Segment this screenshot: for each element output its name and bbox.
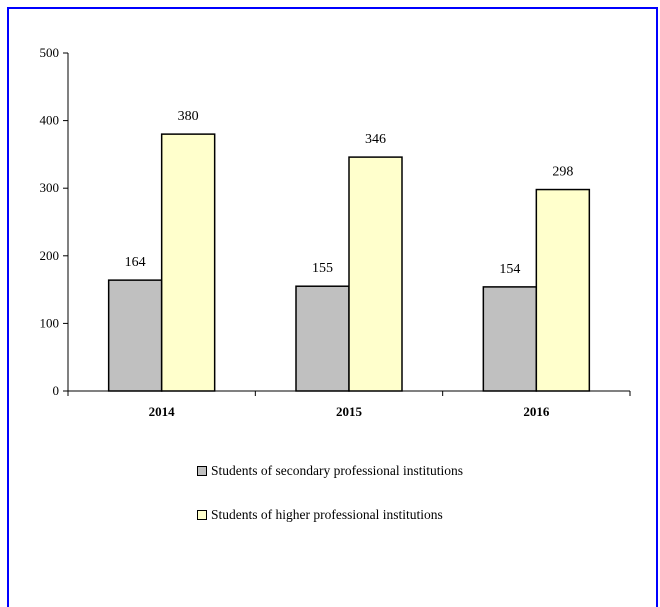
bar: [348, 156, 403, 392]
y-tick-label: 0: [53, 383, 60, 398]
bar-data-label: 380: [178, 109, 199, 124]
y-tick-label: 100: [40, 315, 60, 330]
legend-label-secondary: Students of secondary professional insti…: [211, 463, 463, 478]
x-tick-label: 2016: [523, 404, 550, 419]
bar-data-label: 154: [499, 262, 520, 277]
chart-legend: Students of secondary professional insti…: [197, 460, 463, 548]
legend-item-higher: Students of higher professional institut…: [197, 504, 463, 526]
bar: [295, 285, 350, 392]
x-tick-label: 2014: [149, 404, 176, 419]
chart-labels: 164 380 155 346 154 298: [125, 109, 574, 277]
chart-bars: [107, 133, 591, 392]
bar: [160, 133, 216, 392]
bar-data-label: 298: [552, 165, 573, 180]
y-tick-label: 200: [40, 248, 60, 263]
y-tick-label: 400: [40, 113, 60, 128]
legend-label-higher: Students of higher professional institut…: [211, 507, 443, 522]
y-tick-label: 500: [40, 45, 60, 60]
bar: [482, 286, 538, 392]
y-tick-label: 300: [40, 180, 60, 195]
x-tick-label: 2015: [336, 404, 363, 419]
legend-swatch-higher: [197, 510, 207, 520]
bar: [107, 279, 163, 392]
bar: [535, 188, 591, 392]
bar-data-label: 155: [312, 261, 333, 276]
bar-data-label: 346: [365, 132, 386, 147]
legend-swatch-secondary: [197, 466, 207, 476]
bar-data-label: 164: [125, 255, 146, 270]
legend-item-secondary: Students of secondary professional insti…: [197, 460, 463, 482]
